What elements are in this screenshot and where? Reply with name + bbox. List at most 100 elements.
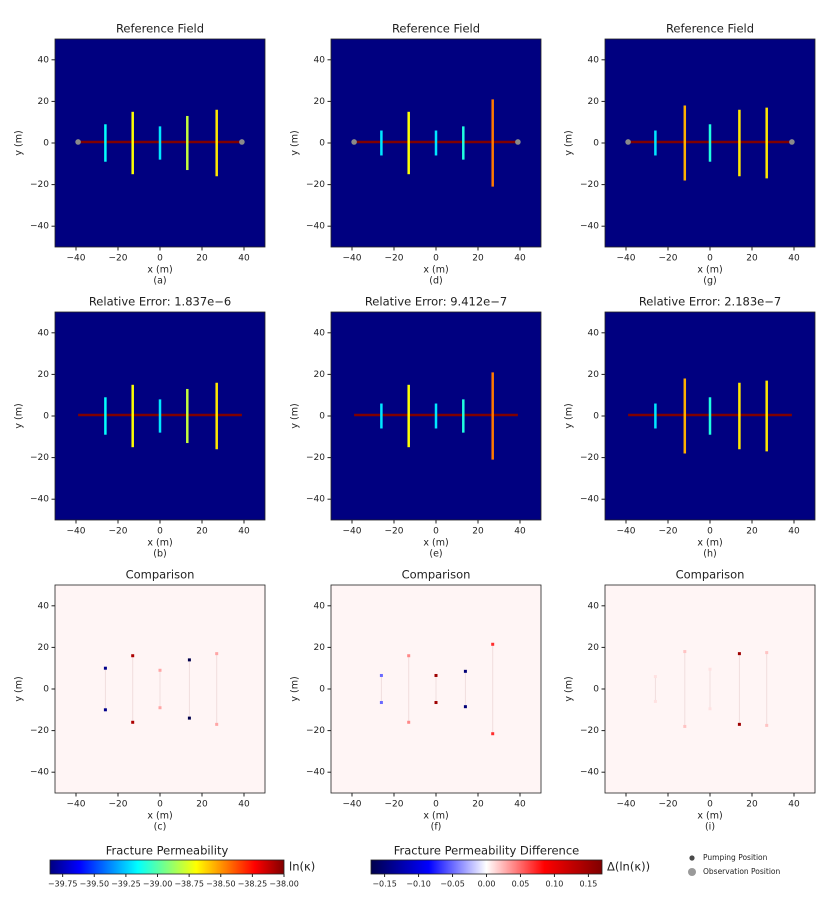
colorbar-tick-label: −38.75 [174,880,204,889]
colorbar [370,859,603,875]
colorbar-tick-label: −0.10 [406,880,431,889]
y-tick-label: 0 [593,412,599,422]
legend-marker [688,868,696,876]
x-tick-label: −20 [659,254,678,264]
panel-caption: (i) [705,822,715,833]
y-tick-label: −40 [30,222,49,232]
x-axis-label: x (m) [697,538,722,549]
x-tick-label: −20 [109,527,128,537]
tip-difference [765,723,769,727]
y-tick-label: −40 [30,768,49,778]
tip-difference [765,651,769,655]
y-axis-label: y (m) [14,130,25,155]
x-tick-label: −40 [343,254,362,264]
tip-difference [187,658,191,662]
panel-caption: (b) [153,549,166,560]
colorbar-tick-label: −39.00 [143,880,173,889]
panel-caption: (f) [431,822,442,833]
y-tick-label: −40 [30,495,49,505]
y-tick-label: 40 [314,55,326,65]
y-axis-label: y (m) [14,676,25,701]
well [75,139,81,145]
y-axis-label: y (m) [564,676,575,701]
y-tick-label: 20 [588,97,600,107]
x-tick-label: −40 [343,527,362,537]
y-tick-label: 20 [38,97,50,107]
x-tick-label: 0 [707,527,713,537]
colorbar-tick-label: −38.50 [206,880,236,889]
x-tick-label: 20 [746,800,758,810]
x-tick-label: 20 [472,527,484,537]
x-tick-label: 0 [433,800,439,810]
y-tick-label: −20 [306,726,325,736]
y-tick-label: −20 [30,726,49,736]
chart-title: Reference Field [392,22,480,36]
chart-title: Relative Error: 9.412e−7 [365,295,507,309]
x-tick-label: 20 [746,254,758,264]
tip-difference [683,650,687,654]
tip-difference [434,673,438,677]
x-tick-label: −40 [67,800,86,810]
x-axis-label: x (m) [697,265,722,276]
chart-title: Comparison [402,568,471,582]
tip-difference [215,652,219,656]
y-axis-label: y (m) [290,676,301,701]
x-tick-label: −40 [67,254,86,264]
tip-difference [131,654,135,658]
x-tick-label: 40 [514,800,526,810]
panel-caption: (d) [429,276,442,287]
y-tick-label: −40 [580,222,599,232]
x-tick-label: 0 [707,800,713,810]
y-tick-label: 20 [314,97,326,107]
x-tick-label: 40 [788,527,800,537]
y-tick-label: 0 [43,412,49,422]
well [789,139,795,145]
y-tick-label: 0 [593,685,599,695]
x-tick-label: 0 [707,254,713,264]
well [515,139,521,145]
chart-title: Reference Field [666,22,754,36]
x-tick-label: −40 [617,800,636,810]
x-tick-label: −20 [109,800,128,810]
y-tick-label: −20 [306,180,325,190]
y-tick-label: 40 [38,328,50,338]
x-tick-label: 20 [472,800,484,810]
panel-caption: (c) [154,822,167,833]
chart-title: Relative Error: 2.183e−7 [639,295,781,309]
y-axis-label: y (m) [14,403,25,428]
x-tick-label: −40 [617,254,636,264]
tip-difference [737,722,741,726]
colorbar-tick-label: −38.25 [238,880,268,889]
colorbar-tick-label: 0.00 [478,880,496,889]
x-axis-label: x (m) [147,538,172,549]
x-tick-label: 0 [157,254,163,264]
colorbar-label: Δ(ln(κ)) [607,860,650,874]
y-tick-label: −20 [580,453,599,463]
tip-difference [708,707,712,711]
x-tick-label: −20 [385,800,404,810]
panel-caption: (g) [703,276,716,287]
tip-difference [434,701,438,705]
y-tick-label: −20 [306,453,325,463]
y-tick-label: 20 [38,643,50,653]
colorbar-tick-label: −0.05 [440,880,465,889]
y-tick-label: −20 [580,726,599,736]
well [239,139,245,145]
y-tick-label: −20 [580,180,599,190]
y-tick-label: 0 [43,139,49,149]
y-axis-label: y (m) [290,403,301,428]
x-tick-label: −20 [659,527,678,537]
y-tick-label: −40 [306,222,325,232]
x-axis-label: x (m) [423,538,448,549]
y-tick-label: −40 [306,495,325,505]
colorbar-tick-label: −39.25 [111,880,141,889]
colorbar-title: Fracture Permeability [106,844,229,858]
tip-difference [158,668,162,672]
x-tick-label: 40 [238,527,250,537]
y-tick-label: −20 [30,453,49,463]
x-axis-label: x (m) [147,811,172,822]
y-tick-label: −40 [580,768,599,778]
x-tick-label: 40 [238,800,250,810]
y-tick-label: 40 [588,328,600,338]
y-tick-label: 0 [43,685,49,695]
